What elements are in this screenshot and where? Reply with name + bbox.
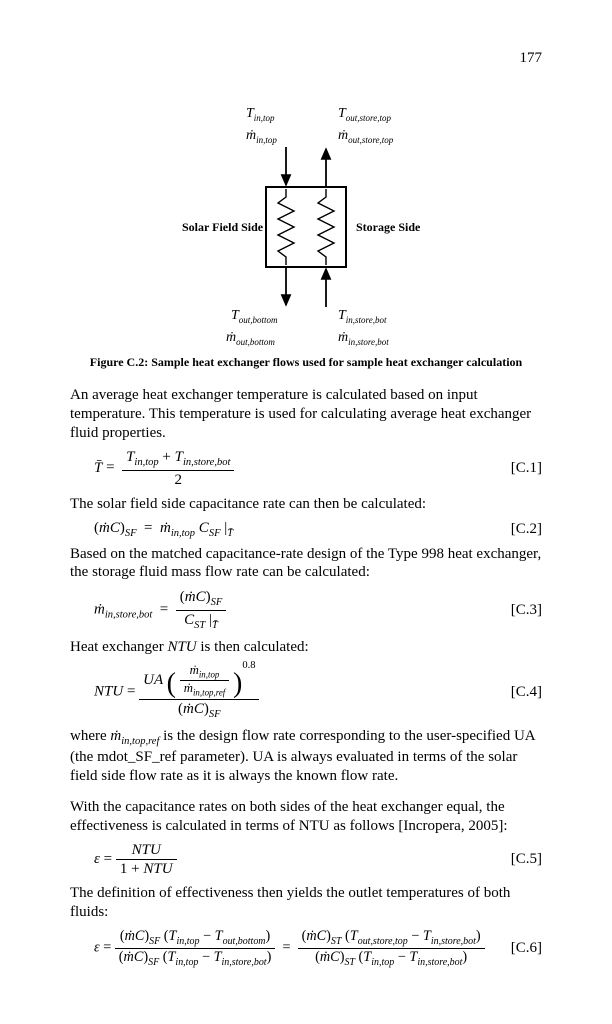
para-6: With the capacitance rates on both sides… [70,798,542,836]
svg-text:Tout,bottom: Tout,bottom [231,308,278,325]
equation-c3: ṁin,store,bot = (ṁC)SF CST | [C.3] [94,588,542,632]
equation-c6: ε = (ṁC)SF (Tin,top − Tout,bottom) (ṁC)S… [94,928,542,969]
para-2: The solar field side capacitance rate ca… [70,495,542,514]
svg-text:ṁout,store,top: ṁout,store,top [338,128,394,145]
svg-text:ṁin,top: ṁin,top [246,128,277,145]
equation-c5: ε = NTU 1 + NTU [C.5] [94,841,542,878]
figure-caption: Figure C.2: Sample heat exchanger flows … [70,355,542,370]
svg-text:Tin,store,bot: Tin,store,bot [338,308,387,325]
para-1: An average heat exchanger temperature is… [70,386,542,442]
eq-num-c1: [C.1] [494,460,542,477]
para-3: Based on the matched capacitance-rate de… [70,545,542,583]
equation-c4: NTU = UA ( ṁin,top ṁin,top,ref )0.8 (ṁC)… [94,663,542,721]
eq-num-c6: [C.6] [494,940,542,957]
page-number: 177 [70,50,542,67]
svg-text:Solar Field Side: Solar Field Side [182,220,264,234]
svg-text:ṁin,store,bot: ṁin,store,bot [338,330,389,347]
figure-c2: Tin,top ṁin,top Tout,store,top ṁout,stor… [70,97,542,347]
svg-text:Storage Side: Storage Side [356,220,421,234]
para-7: The definition of effectiveness then yie… [70,884,542,922]
equation-c1: = Tin,top + Tin,store,bot 2 [C.1] [94,448,542,489]
eq-num-c3: [C.3] [494,602,542,619]
para-4: Heat exchanger NTU is then calculated: [70,638,542,657]
eq-num-c4: [C.4] [494,684,542,701]
svg-text:ṁout,bottom: ṁout,bottom [226,330,275,347]
equation-c2: (ṁC)SF = ṁin,top CSF | [C.2] [94,520,542,539]
eq-num-c2: [C.2] [494,521,542,538]
svg-text:Tin,top: Tin,top [246,106,275,123]
para-5: where ṁin,top,ref is the design flow rat… [70,727,542,786]
eq-num-c5: [C.5] [494,851,542,868]
svg-text:Tout,store,top: Tout,store,top [338,106,391,123]
